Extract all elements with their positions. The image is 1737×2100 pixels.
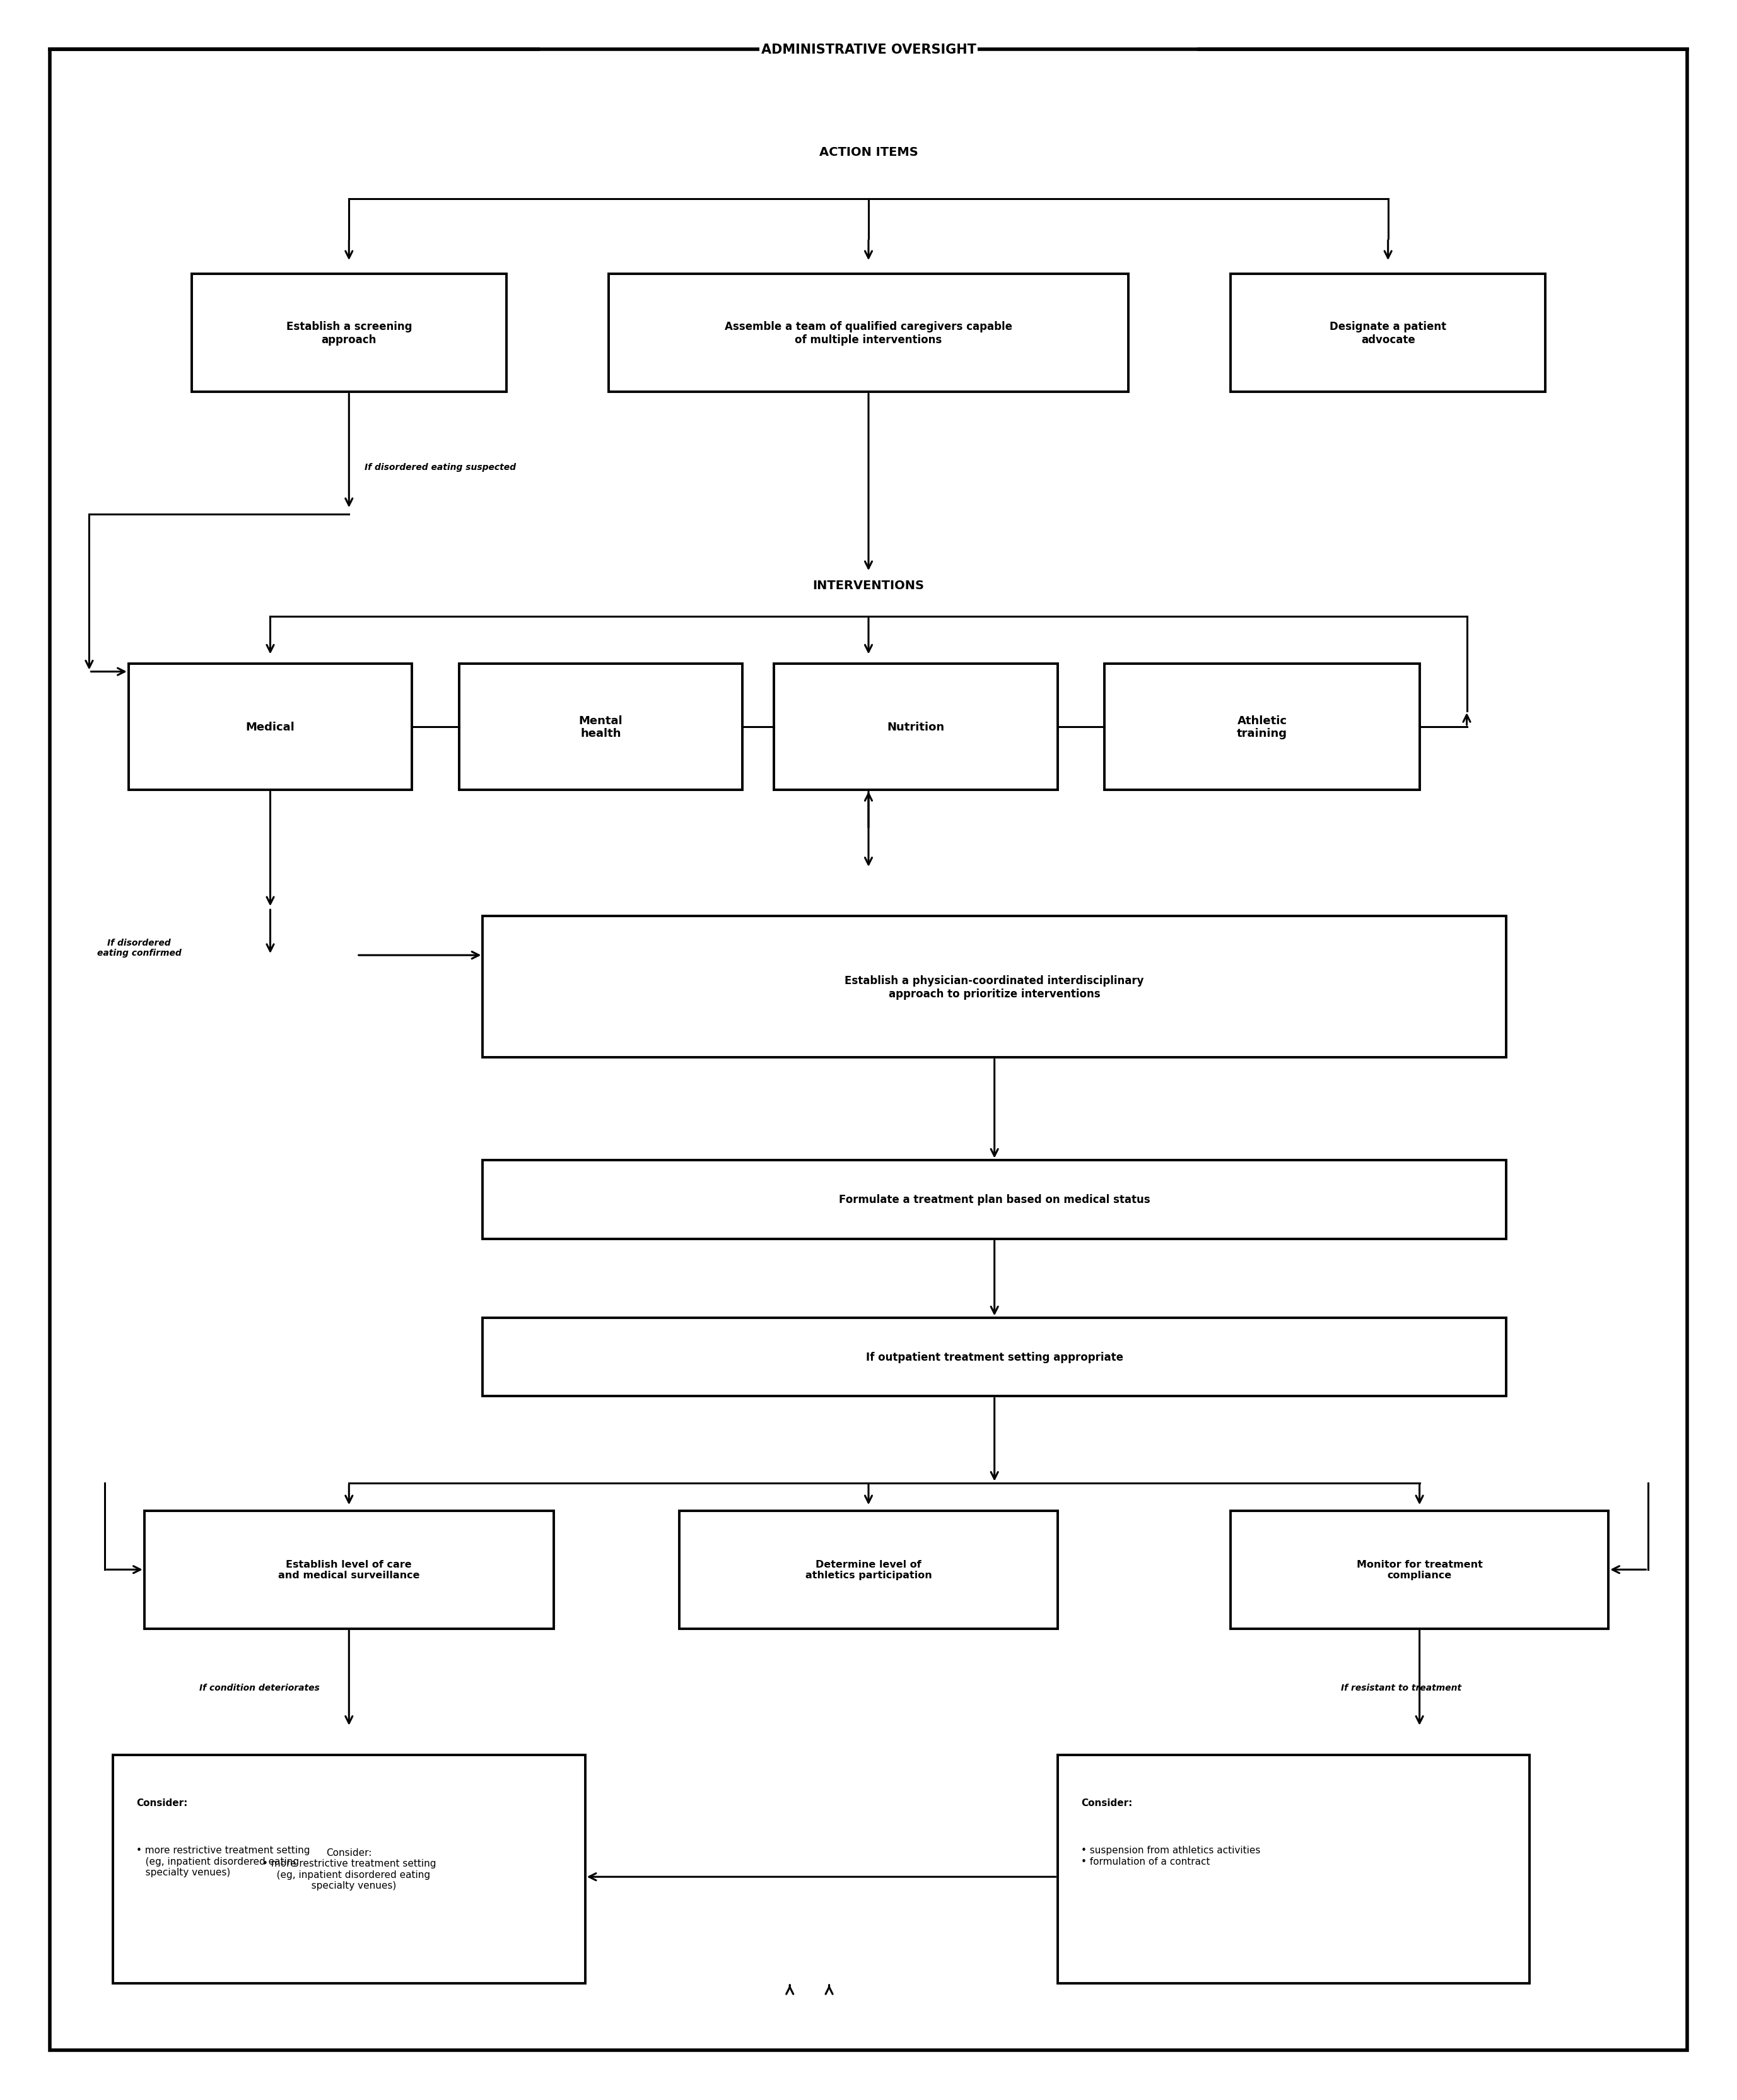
Text: ACTION ITEMS: ACTION ITEMS (820, 147, 917, 158)
Text: Formulate a treatment plan based on medical status: Formulate a treatment plan based on medi… (839, 1195, 1150, 1205)
FancyBboxPatch shape (1230, 1510, 1608, 1630)
Text: Determine level of
athletics participation: Determine level of athletics participati… (806, 1560, 931, 1579)
FancyBboxPatch shape (1105, 664, 1419, 790)
FancyBboxPatch shape (144, 1510, 554, 1630)
FancyBboxPatch shape (483, 1317, 1506, 1396)
FancyBboxPatch shape (1058, 1756, 1530, 1982)
FancyBboxPatch shape (483, 916, 1506, 1058)
Text: Athletic
training: Athletic training (1237, 714, 1287, 739)
Text: Assemble a team of qualified caregivers capable
of multiple interventions: Assemble a team of qualified caregivers … (724, 321, 1013, 347)
FancyBboxPatch shape (113, 1756, 585, 1982)
Text: Designate a patient
advocate: Designate a patient advocate (1329, 321, 1447, 347)
Text: Establish level of care
and medical surveillance: Establish level of care and medical surv… (278, 1560, 420, 1579)
Text: Nutrition: Nutrition (888, 722, 945, 733)
Text: • more restrictive treatment setting
   (eg, inpatient disordered eating
   spec: • more restrictive treatment setting (eg… (137, 1846, 311, 1877)
Text: Medical: Medical (245, 722, 295, 733)
Text: Mental
health: Mental health (578, 714, 624, 739)
FancyBboxPatch shape (608, 275, 1129, 393)
FancyBboxPatch shape (459, 664, 742, 790)
FancyBboxPatch shape (191, 275, 507, 393)
Text: • suspension from athletics activities
• formulation of a contract: • suspension from athletics activities •… (1080, 1846, 1261, 1865)
Text: Consider:
• more restrictive treatment setting
   (eg, inpatient disordered eati: Consider: • more restrictive treatment s… (262, 1848, 436, 1890)
Text: Monitor for treatment
compliance: Monitor for treatment compliance (1357, 1560, 1483, 1579)
FancyBboxPatch shape (679, 1510, 1058, 1630)
Text: If disordered eating suspected: If disordered eating suspected (365, 462, 516, 472)
Text: If condition deteriorates: If condition deteriorates (200, 1684, 320, 1693)
Text: Establish a physician-coordinated interdisciplinary
approach to prioritize inter: Establish a physician-coordinated interd… (844, 974, 1145, 1000)
Text: Consider:: Consider: (1080, 1798, 1133, 1808)
FancyBboxPatch shape (1230, 275, 1546, 393)
FancyBboxPatch shape (129, 664, 412, 790)
Text: Establish a screening
approach: Establish a screening approach (287, 321, 412, 347)
Text: If outpatient treatment setting appropriate: If outpatient treatment setting appropri… (865, 1352, 1124, 1363)
Text: INTERVENTIONS: INTERVENTIONS (813, 580, 924, 592)
Text: If disordered
eating confirmed: If disordered eating confirmed (97, 939, 181, 958)
FancyBboxPatch shape (483, 1159, 1506, 1239)
Text: Consider:: Consider: (137, 1798, 188, 1808)
Text: ADMINISTRATIVE OVERSIGHT: ADMINISTRATIVE OVERSIGHT (761, 44, 976, 57)
FancyBboxPatch shape (775, 664, 1058, 790)
Text: If resistant to treatment: If resistant to treatment (1341, 1684, 1461, 1693)
